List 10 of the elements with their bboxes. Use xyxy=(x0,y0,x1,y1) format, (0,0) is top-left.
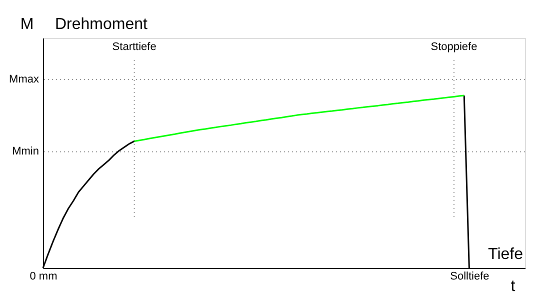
ref-line-label: Mmax xyxy=(9,73,40,86)
y-axis-title: M xyxy=(20,16,34,33)
x-tick-label: 0 mm xyxy=(30,270,58,282)
ref-line-label: Mmin xyxy=(12,146,39,158)
annotation: Tiefe xyxy=(488,246,524,263)
x-tick-label: Solltiefe xyxy=(450,270,490,282)
x-tick-label: Starttiefe xyxy=(112,41,156,53)
x-tick-label: Stoppiefe xyxy=(430,41,478,53)
x-axis-title: t xyxy=(510,278,516,295)
text: Drehmoment xyxy=(55,16,148,33)
